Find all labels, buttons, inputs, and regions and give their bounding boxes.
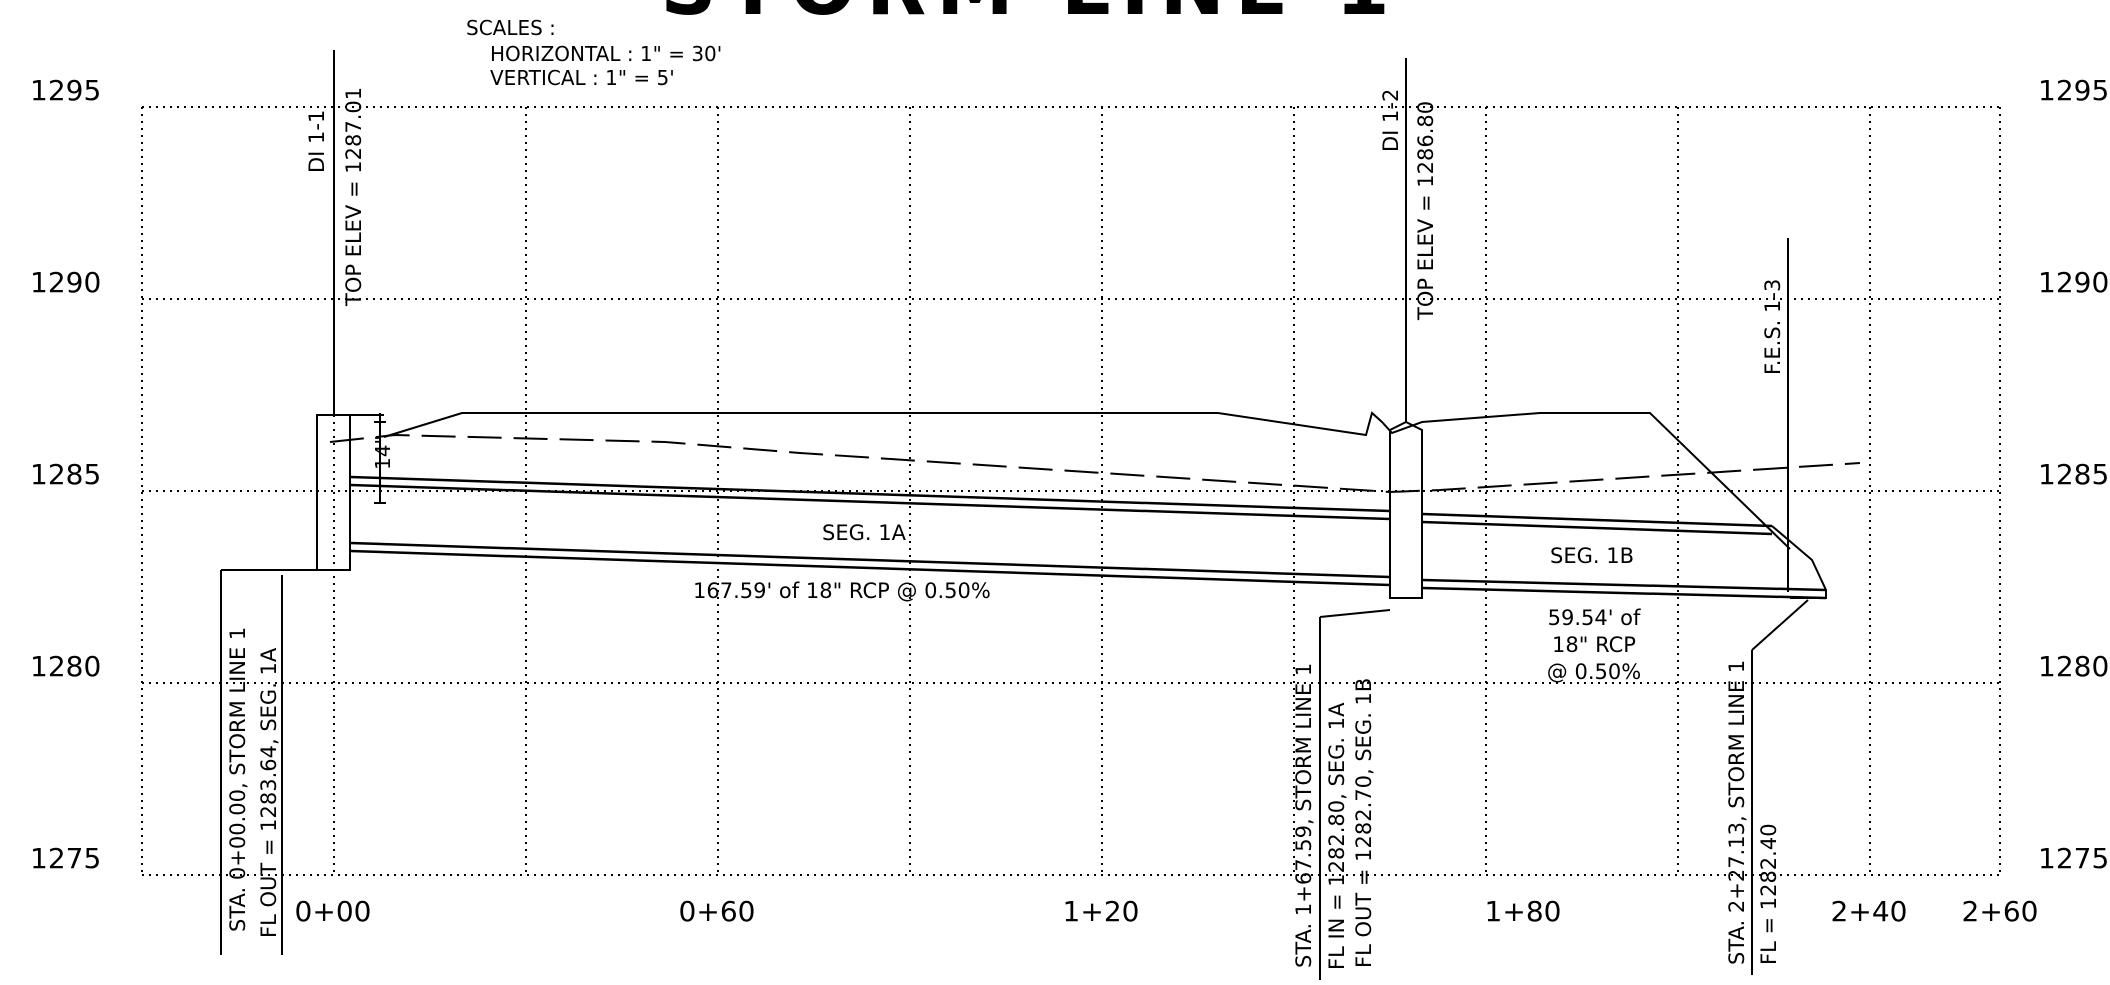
scales-heading: SCALES : [466,16,556,40]
sta-3-line1: STA. 2+27.13, STORM LINE 1 [1725,660,1749,965]
hydraulic-grade-line [329,433,1861,494]
scales-horizontal: HORIZONTAL : 1" = 30' [490,42,722,66]
y-tick-label: 1285 [2038,458,2109,491]
di-1-1-top-elev: TOP ELEV = 1287.01 [342,87,366,307]
x-axis: 0+00 0+60 1+20 1+80 2+40 2+60 [295,895,2039,928]
y-tick-label: 1285 [30,458,101,491]
di-1-1-label: DI 1-1 [305,110,329,173]
seg-1b-name: SEG. 1B [1550,544,1634,568]
seg-1b-desc-1: 59.54' of [1548,606,1641,630]
pipe-seg-1b [1421,512,1827,600]
sta-1-line1: STA. 0+00.00, STORM LINE 1 [226,627,250,932]
sta-2-line2: FL IN = 1282.80, SEG. 1A [1325,702,1349,970]
cover-dimension [374,413,386,504]
structure-di-1-1 [220,50,384,955]
seg-1b-desc-2: 18" RCP [1552,633,1636,657]
sta-2-line1: STA. 1+67.59, STORM LINE 1 [1292,663,1316,968]
x-tick-label: 2+60 [1962,895,2039,928]
cover-label: 14" [371,435,395,470]
y-tick-label: 1290 [30,266,101,299]
y-tick-label: 1280 [2038,650,2109,683]
profile-title: STORM LINE 1 [660,0,1399,33]
di-1-2-label: DI 1-2 [1379,89,1403,152]
seg-1b-desc-3: @ 0.50% [1547,660,1641,684]
seg-1a-name: SEG. 1A [822,521,907,545]
x-tick-label: 1+80 [1485,895,1562,928]
seg-1a-desc: 167.59' of 18" RCP @ 0.50% [693,579,991,603]
sta-3-line2: FL = 1282.40 [1757,823,1781,965]
fes-1-3-label: F.E.S. 1-3 [1761,279,1785,375]
pipe-seg-1a [349,475,1391,587]
x-tick-label: 1+20 [1063,895,1140,928]
y-tick-label: 1295 [30,74,101,107]
x-tick-label: 0+00 [295,895,372,928]
y-tick-label: 1275 [30,842,101,875]
y-tick-label: 1275 [2038,842,2109,875]
di-1-2-top-elev: TOP ELEV = 1286.80 [1414,101,1438,321]
y-tick-label: 1290 [2038,266,2109,299]
sta-2-line3: FL OUT = 1282.70, SEG. 1B [1352,678,1376,968]
y-tick-label: 1280 [30,650,101,683]
sta-1-line2: FL OUT = 1283.64, SEG. 1A [257,647,281,938]
y-axis-left: 1295 1290 1285 1280 1275 [30,74,101,875]
y-axis-right: 1295 1290 1285 1280 1275 [2038,74,2109,875]
x-tick-label: 0+60 [679,895,756,928]
x-tick-label: 2+40 [1831,895,1908,928]
structure-fes-1-3 [1751,238,1827,975]
scales-vertical: VERTICAL : 1" = 5' [490,66,675,90]
profile-grid [141,106,2001,876]
structure-di-1-2 [1319,58,1423,980]
ground-line [383,411,1791,550]
y-tick-label: 1295 [2038,74,2109,107]
